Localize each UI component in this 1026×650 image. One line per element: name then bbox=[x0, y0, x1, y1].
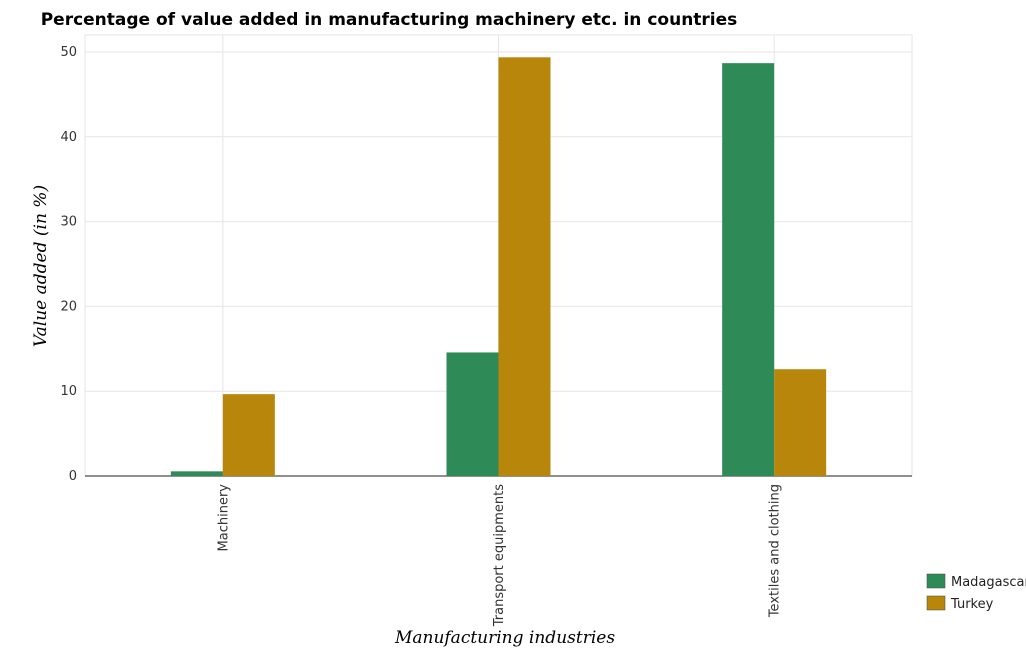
legend-label-turkey: Turkey bbox=[950, 597, 994, 612]
x-axis-label: Manufacturing industries bbox=[394, 628, 615, 648]
x-tick-label: Machinery bbox=[216, 484, 231, 552]
legend-swatch-madagascar bbox=[926, 573, 946, 589]
y-tick-label: 0 bbox=[69, 469, 77, 484]
bar-madagascar-1 bbox=[170, 471, 223, 476]
bars bbox=[170, 57, 827, 477]
bar-turkey-1 bbox=[222, 394, 275, 476]
y-tick-label: 50 bbox=[60, 45, 77, 60]
chart-title: Percentage of value added in manufacturi… bbox=[41, 10, 738, 30]
y-axis-label: Value added (in %) bbox=[31, 185, 51, 347]
legend-swatch-turkey bbox=[926, 595, 946, 611]
bar-turkey-2 bbox=[498, 57, 551, 477]
y-tick-label: 20 bbox=[60, 299, 77, 314]
legend-label-madagascar: Madagascar bbox=[951, 575, 1026, 590]
bar-madagascar-3 bbox=[722, 63, 775, 476]
bar-madagascar-2 bbox=[446, 352, 499, 476]
y-tick-label: 30 bbox=[60, 215, 77, 230]
y-tick-label: 10 bbox=[60, 384, 77, 399]
x-tick-label: Textiles and clothing bbox=[768, 484, 783, 618]
y-tick-label: 40 bbox=[60, 130, 77, 145]
tick-labels: 0 10 20 30 40 50 Machinery Transport equipments… bbox=[60, 45, 782, 627]
bar-turkey-3 bbox=[774, 369, 827, 476]
legend: Madagascar Turkey bbox=[926, 573, 1026, 612]
x-tick-label: Transport equipments bbox=[492, 484, 507, 627]
